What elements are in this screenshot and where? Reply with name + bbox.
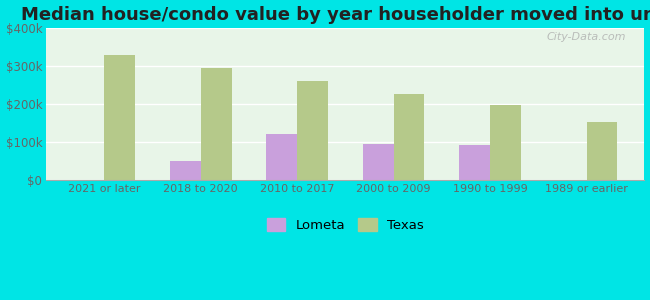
- Title: Median house/condo value by year householder moved into unit: Median house/condo value by year househo…: [21, 6, 650, 24]
- Bar: [266, 134, 297, 180]
- Bar: [586, 122, 618, 180]
- Bar: [201, 68, 231, 180]
- Bar: [297, 81, 328, 180]
- Bar: [460, 145, 490, 180]
- Bar: [363, 144, 394, 180]
- Bar: [490, 105, 521, 180]
- Bar: [394, 94, 424, 180]
- Bar: [104, 55, 135, 180]
- Bar: [170, 161, 201, 180]
- Text: City-Data.com: City-Data.com: [547, 32, 627, 43]
- Legend: Lometa, Texas: Lometa, Texas: [261, 213, 430, 237]
